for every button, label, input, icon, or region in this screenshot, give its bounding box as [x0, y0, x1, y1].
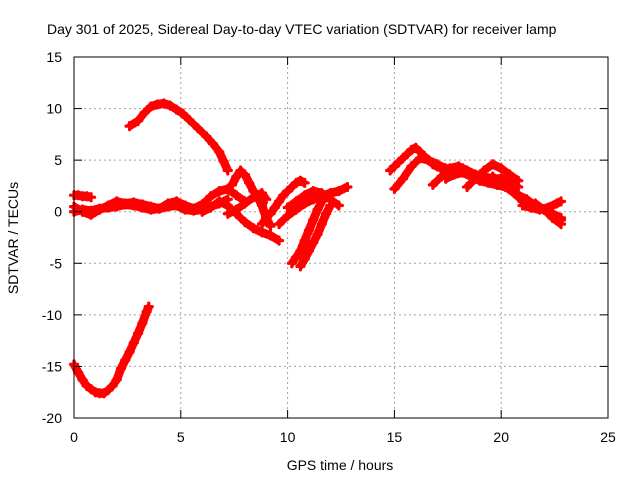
data-point-cluster [232, 167, 245, 180]
series-arc-11 [286, 192, 332, 269]
data-point [265, 221, 276, 232]
data-point-cluster [271, 198, 283, 211]
series-arc-4 [68, 183, 250, 220]
x-tick-label: 0 [70, 429, 78, 445]
data-point-cluster [266, 204, 279, 217]
series-arc-1 [68, 301, 154, 399]
data-point [143, 301, 154, 312]
data-point [261, 194, 272, 205]
data-point-cluster [275, 192, 287, 205]
y-tick-label: 10 [46, 101, 62, 117]
axis-ticks: 0 5 10 15 20 25 -20 -15 -10 -5 0 5 10 15 [42, 49, 616, 445]
data-point-cluster [173, 106, 186, 118]
data-point-cluster [395, 154, 407, 166]
data-point-cluster [399, 150, 411, 162]
data-point [273, 235, 285, 246]
chart-title: Day 301 of 2025, Sidereal Day-to-day VTE… [47, 21, 557, 37]
series-arc-9 [256, 175, 310, 230]
series-arc-13 [282, 185, 344, 213]
y-axis-label: SDTVAR / TECUs [5, 182, 21, 294]
data-point-cluster [416, 148, 428, 160]
x-tick-label: 10 [280, 429, 296, 445]
data-point [333, 200, 344, 211]
x-tick-label: 20 [493, 429, 509, 445]
data-point [555, 196, 567, 207]
data-point-cluster [386, 163, 398, 174]
data-point-cluster [87, 385, 99, 396]
series-arc-8 [222, 188, 272, 219]
x-tick-label: 5 [177, 429, 185, 445]
data-point-cluster [258, 190, 270, 203]
data-point-cluster [100, 386, 112, 397]
data-point-cluster [288, 179, 300, 191]
data-point [85, 192, 97, 203]
series-arc-10 [273, 181, 353, 230]
data-point-cluster [404, 146, 415, 158]
data-series [68, 98, 567, 399]
data-point-cluster [292, 247, 304, 261]
data-point-cluster [280, 187, 291, 199]
plot-frame [73, 56, 609, 419]
data-point-cluster [167, 101, 180, 114]
series-arc-12 [295, 200, 336, 272]
x-axis-label: GPS time / hours [287, 457, 394, 473]
y-tick-label: 5 [54, 152, 62, 168]
data-point-cluster [105, 382, 116, 394]
data-point-cluster [296, 256, 309, 270]
series-arc-2 [124, 98, 233, 176]
grid-lines [74, 57, 608, 418]
x-tick-label: 15 [387, 429, 403, 445]
data-point-cluster [318, 194, 330, 205]
data-point-cluster [74, 369, 87, 383]
data-point-cluster [412, 144, 424, 156]
series-arc-22 [530, 198, 567, 230]
data-point-cluster [108, 376, 121, 390]
y-tick-label: -15 [42, 358, 62, 374]
data-point-cluster [284, 183, 296, 195]
data-point-cluster [391, 158, 402, 170]
data-point-cluster [258, 214, 270, 228]
data-point [342, 181, 353, 193]
y-tick-label: -5 [50, 255, 63, 271]
series-arc-18 [461, 159, 524, 193]
data-point [299, 177, 310, 188]
data-point [555, 218, 567, 230]
data-point-cluster [237, 167, 249, 178]
data-point [222, 165, 233, 176]
y-tick-label: 0 [54, 204, 62, 220]
y-tick-label: -20 [42, 410, 62, 426]
y-tick-label: 15 [46, 49, 62, 65]
series-arc-6 [197, 196, 285, 246]
data-point-cluster [288, 254, 300, 267]
data-point-cluster [263, 210, 274, 222]
data-point-cluster [79, 376, 91, 390]
y-tick-label: -10 [42, 307, 62, 323]
data-point [513, 175, 524, 186]
x-tick-label: 25 [600, 429, 616, 445]
data-point-cluster [83, 382, 95, 393]
